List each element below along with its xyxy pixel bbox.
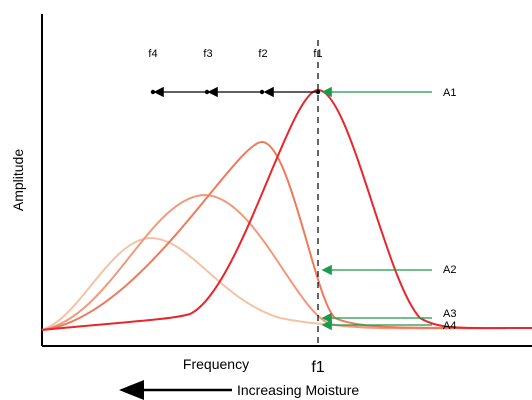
label-f1: f1	[313, 48, 322, 60]
x-axis-label: Frequency	[183, 356, 249, 372]
curve-f1	[41, 88, 532, 331]
label-f2: f2	[258, 48, 267, 60]
amplitude-arrows	[321, 86, 432, 331]
y-axis-label: Amplitude	[10, 149, 26, 211]
label-f3: f3	[203, 48, 212, 60]
label-f4: f4	[148, 48, 157, 60]
frequency-shift-arrows	[150, 86, 321, 98]
f1-axis-label: f1	[311, 359, 324, 376]
moisture-label: Increasing Moisture	[237, 382, 359, 398]
label-A1: A1	[443, 87, 456, 99]
curve-f2	[41, 140, 532, 331]
curve-f4	[41, 236, 532, 331]
label-A4: A4	[443, 320, 456, 332]
label-A3: A3	[443, 308, 456, 320]
label-A2: A2	[443, 264, 456, 276]
curve-f3	[41, 193, 532, 331]
